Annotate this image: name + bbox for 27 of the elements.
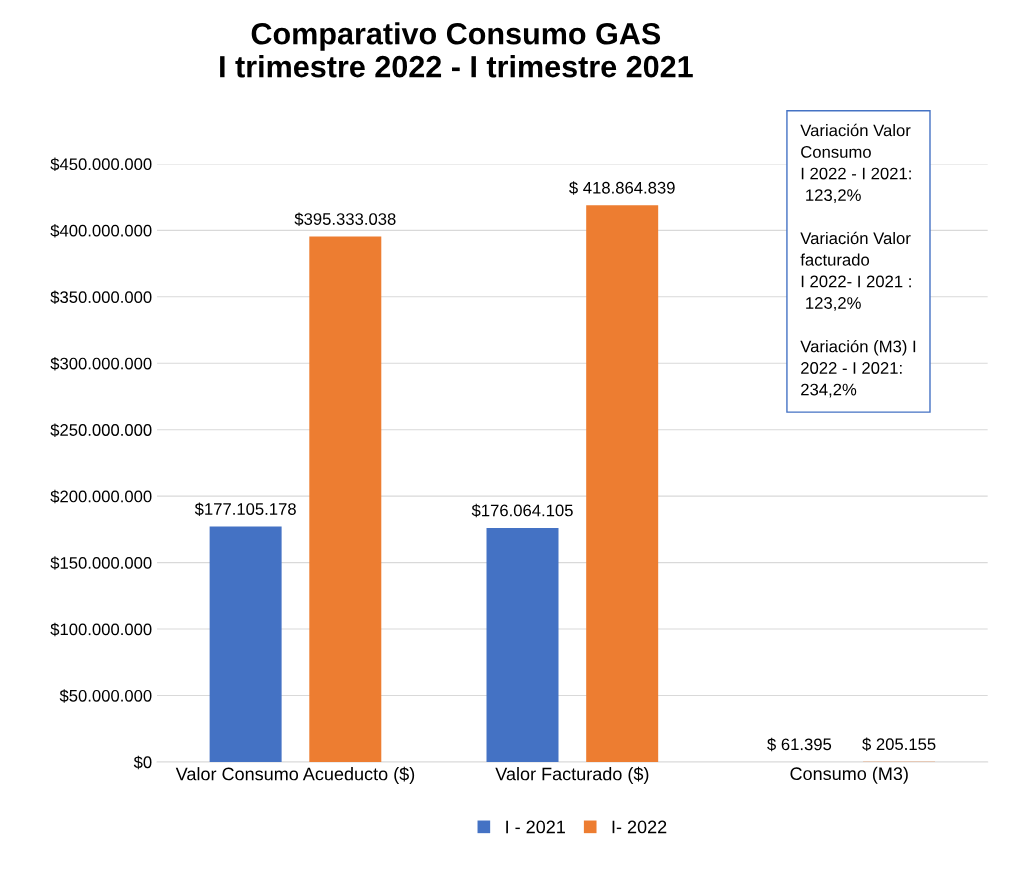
y-tick-label: $150.000.000 (50, 556, 152, 570)
y-tick-label: $50.000.000 (59, 689, 152, 703)
data-label: $176.064.105 (471, 503, 573, 518)
bar (309, 236, 382, 762)
y-tick-label: $250.000.000 (50, 423, 152, 437)
y-tick-label: $400.000.000 (50, 224, 152, 238)
legend-label: I- 2022 (612, 820, 667, 834)
y-tick-label: $450.000.000 (50, 157, 152, 172)
bar (586, 205, 659, 762)
data-label: $ 205.155 (862, 737, 936, 752)
x-tick-label: Valor Consumo Acueducto ($) (175, 766, 415, 784)
y-tick-label: $0 (133, 755, 152, 770)
x-tick-label: Consumo (M3) (790, 766, 908, 784)
bar (209, 526, 282, 762)
y-tick-label: $200.000.000 (50, 489, 152, 504)
y-tick-label: $100.000.000 (50, 622, 152, 637)
data-label: $177.105.178 (194, 502, 296, 516)
text: Variación Valor Consumo I 2022 - I 2021: 123,2% Variación Valor facturado I 2022- I 2021 : 123,2% Variación (M3) I 2022 - I 2021: 234,2% (800, 123, 916, 398)
chart-title: Comparativo Consumo GAS I trimestre 2022 - I trimestre 2021 (220, 22, 693, 78)
x-tick-label: Valor Facturado ($) (495, 766, 649, 784)
y-tick-label: $300.000.000 (50, 356, 152, 371)
y-tick-label: $350.000.000 (50, 290, 152, 305)
data-label: $395.333.038 (294, 212, 396, 226)
data-label: $ 61.395 (767, 737, 832, 752)
data-label: $ 418.864.839 (569, 181, 675, 195)
bar (486, 527, 559, 762)
legend-label: I - 2021 (506, 820, 565, 834)
